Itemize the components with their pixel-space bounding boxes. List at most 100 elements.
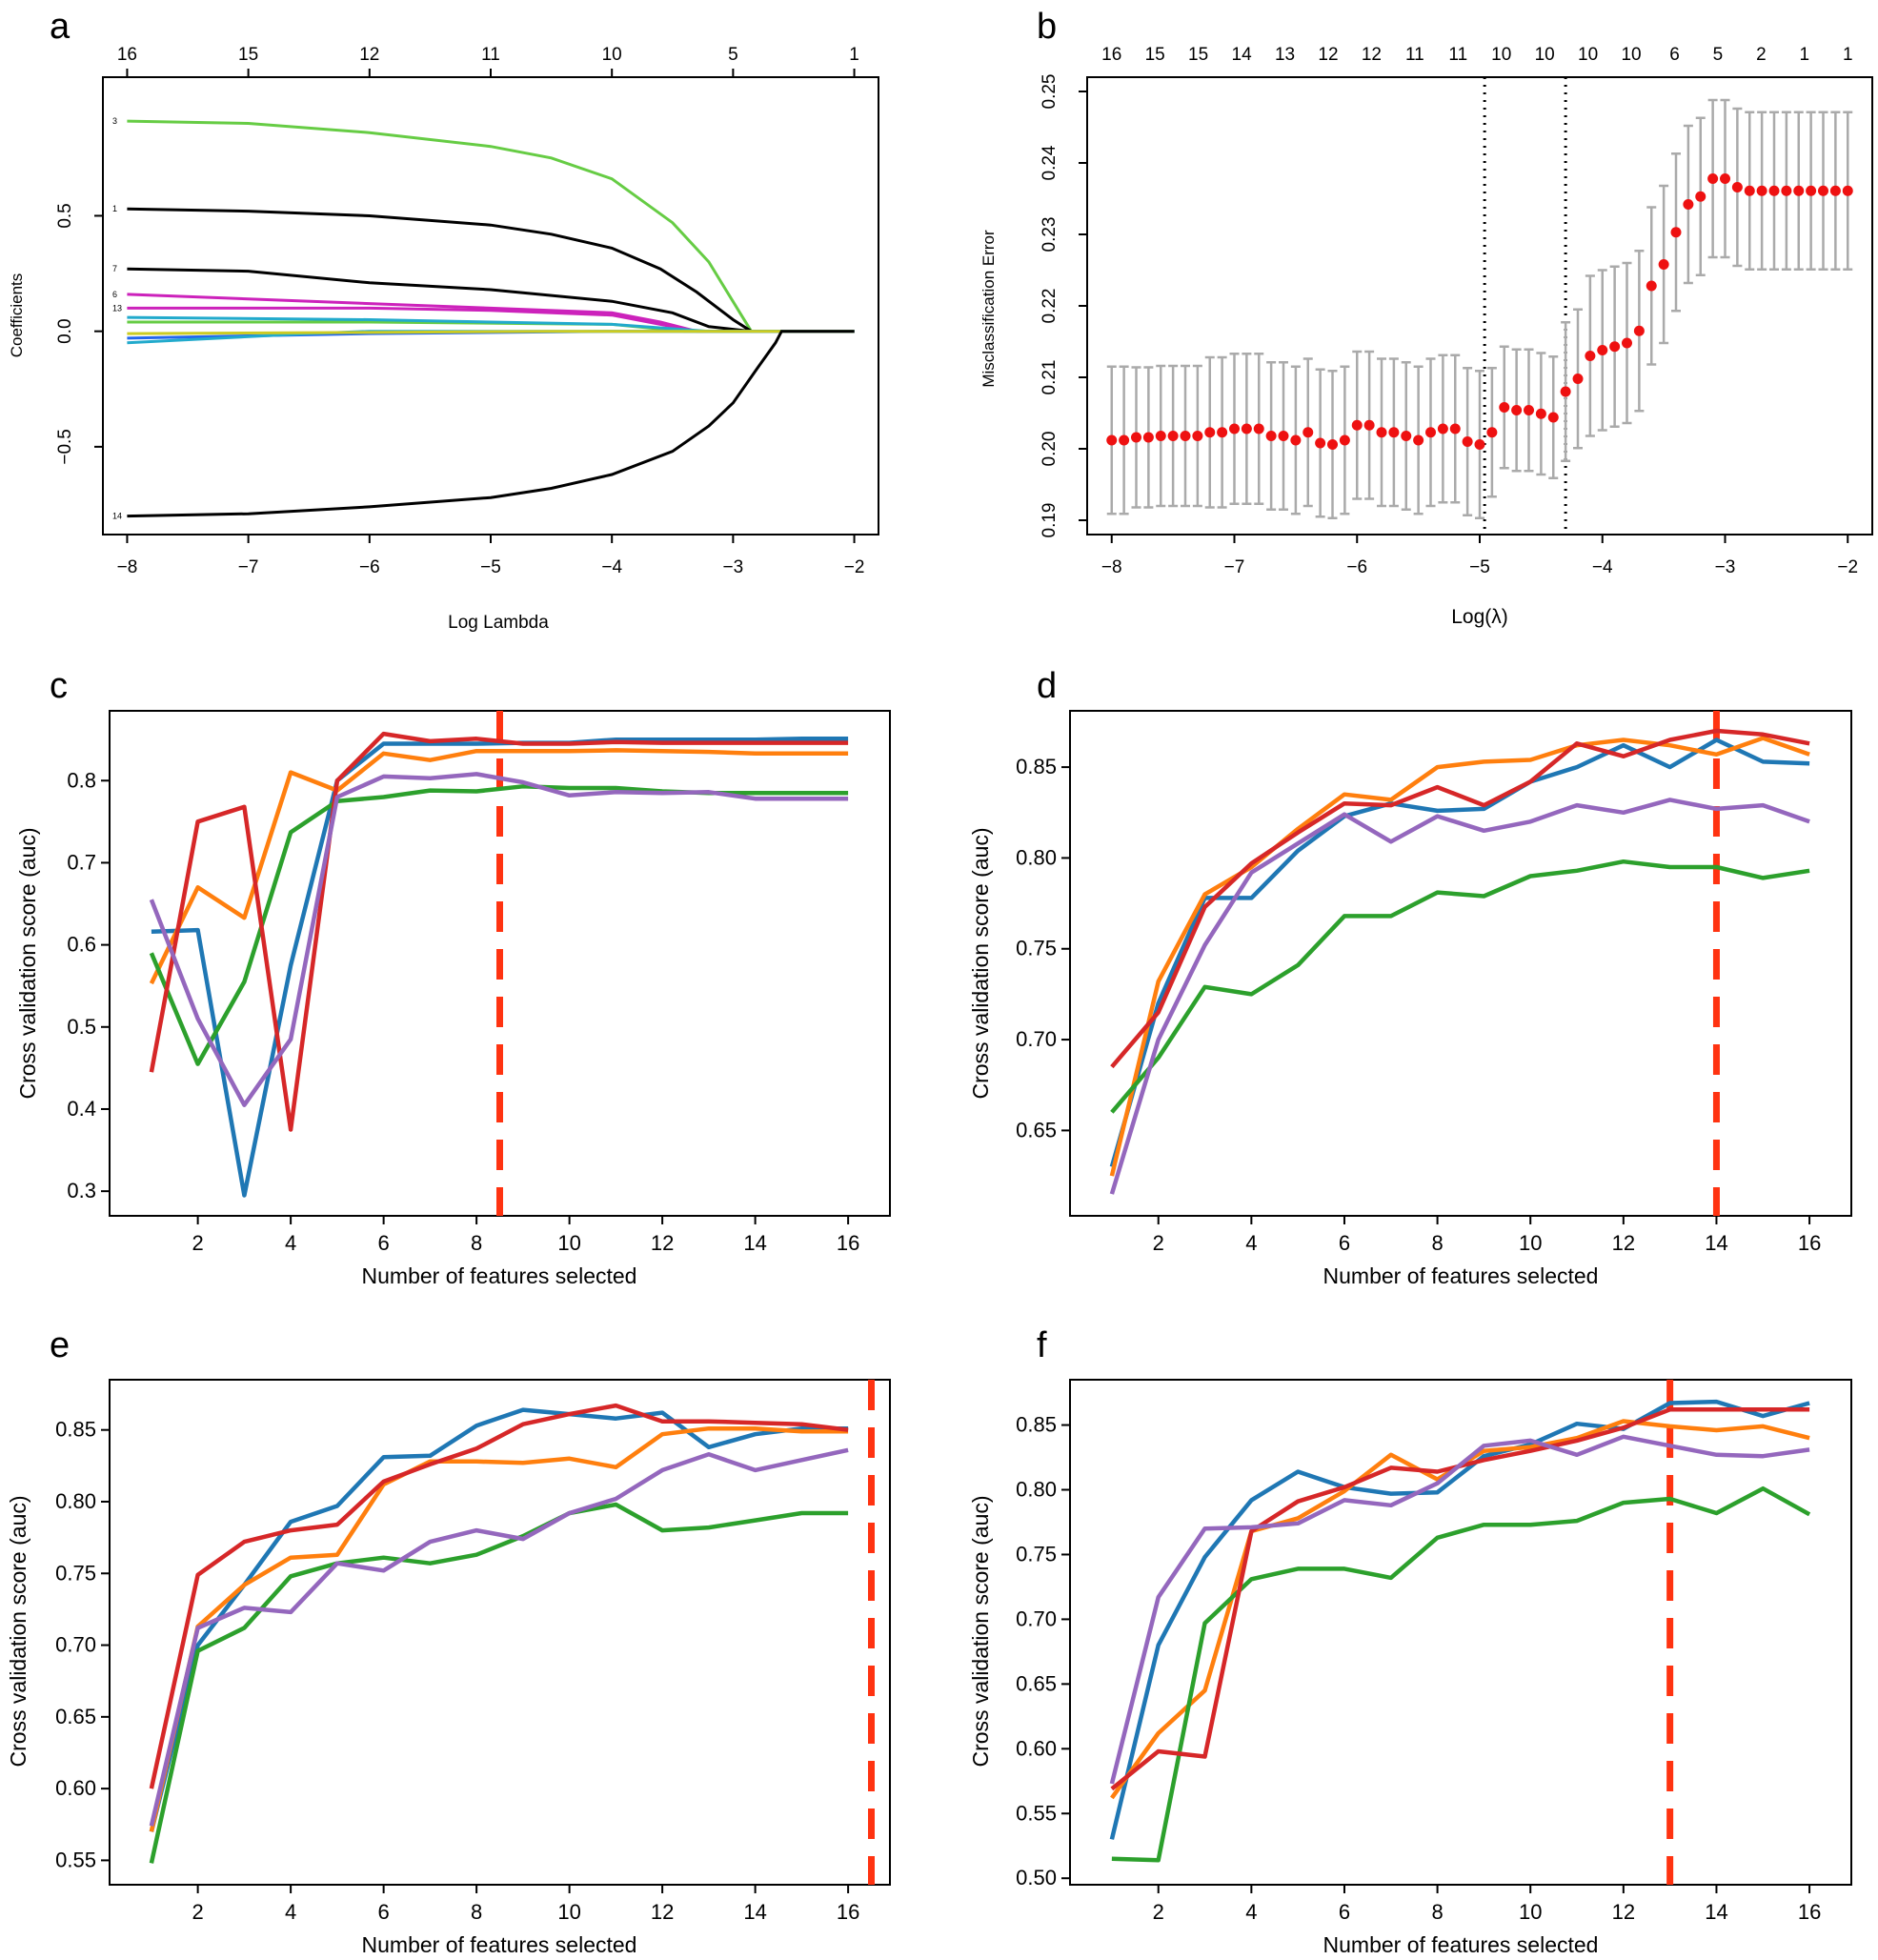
y-tick-label: 0.0 (55, 318, 75, 343)
y-tick-label: 0.20 (1040, 432, 1060, 467)
error-point (1401, 431, 1412, 441)
top-tick-label: 12 (359, 45, 379, 65)
x-tick-label: 16 (1798, 1231, 1821, 1255)
y-tick-label: 0.80 (1016, 1478, 1057, 1502)
top-tick-label: 1 (1800, 45, 1810, 65)
coefficient-path (127, 207, 855, 333)
x-tick-label: 14 (1705, 1231, 1727, 1255)
error-point (1768, 185, 1780, 196)
error-point (1265, 431, 1277, 441)
panel-a: a 3 1 7 6 13 14 −8 −7 −6 −5 −4 −3 −2 −0.5 0.0 0.5 16 1… (8, 7, 879, 633)
x-tick-label: −8 (117, 557, 138, 577)
error-point (1707, 173, 1719, 184)
cv-score-line-green (1110, 859, 1810, 1114)
error-point (1425, 427, 1436, 438)
x-tick-label: −7 (238, 557, 259, 577)
y-tick-label: 0.24 (1040, 145, 1060, 180)
cv-score-line-orange (149, 748, 849, 985)
x-tick-label: −6 (1346, 557, 1367, 577)
path-label: 1 (112, 204, 117, 213)
plot-frame (1069, 1379, 1852, 1886)
cv-score-line-red (149, 1403, 849, 1789)
top-tick-label: 10 (1621, 45, 1641, 65)
coefficient-path (127, 330, 855, 335)
error-point (1670, 227, 1682, 238)
path-label: 3 (112, 116, 117, 126)
y-tick-label: 0.5 (55, 203, 75, 228)
x-tick-label: 12 (651, 1900, 674, 1924)
x-tick-label: −2 (1837, 557, 1858, 577)
x-axis-label: Number of features selected (1323, 1263, 1599, 1288)
error-point (1499, 402, 1510, 413)
x-tick-label: 6 (1339, 1231, 1350, 1255)
error-point (1731, 182, 1743, 192)
x-tick-label: −4 (1592, 557, 1613, 577)
error-point (1142, 432, 1154, 443)
error-point (1829, 185, 1841, 196)
y-axis-label: Misclassification Error (979, 230, 998, 388)
top-tick-label: 12 (1318, 45, 1338, 65)
error-point (1511, 405, 1523, 415)
y-tick-label: 0.6 (67, 933, 96, 957)
cv-score-line-green (149, 784, 849, 1066)
error-point (1622, 337, 1632, 349)
y-tick-label: 0.60 (1016, 1736, 1057, 1760)
cv-score-line-orange (149, 1425, 849, 1832)
x-tick-label: 2 (192, 1231, 204, 1255)
panel-letter: f (1037, 1325, 1047, 1365)
error-point (1486, 427, 1498, 438)
x-tick-label: −5 (480, 557, 501, 577)
panel-letter: a (50, 7, 71, 47)
coefficient-path (127, 267, 855, 333)
y-tick-label: 0.8 (67, 768, 96, 792)
error-point (1217, 427, 1228, 438)
top-tick-label: 15 (238, 45, 258, 65)
x-tick-label: 4 (1245, 1231, 1257, 1255)
y-tick-label: 0.85 (1016, 1413, 1057, 1437)
x-tick-label: 2 (1153, 1231, 1164, 1255)
error-point (1818, 185, 1828, 196)
error-point (1278, 431, 1289, 441)
y-tick-label: 0.80 (55, 1489, 96, 1513)
error-point (1806, 185, 1817, 196)
error-point (1315, 437, 1326, 449)
y-tick-label: 0.70 (1016, 1027, 1057, 1051)
error-point (1131, 432, 1141, 443)
y-axis-label: Cross validation score (auc) (968, 827, 993, 1099)
x-axis-label: Number of features selected (362, 1263, 637, 1288)
cv-score-line-green (149, 1502, 849, 1864)
error-point (1462, 436, 1473, 447)
y-tick-label: 0.7 (67, 850, 96, 874)
panel-d: d 2 4 6 8 10 12 14 16 0.65 0.70 0.75 0.80 0.85 Numb… (968, 666, 1852, 1288)
error-point (1229, 423, 1240, 434)
x-tick-label: 10 (557, 1231, 580, 1255)
cv-score-line-purple (149, 772, 849, 1107)
x-tick-label: 12 (651, 1231, 674, 1255)
y-tick-label: 0.85 (55, 1418, 96, 1442)
x-tick-label: −4 (601, 557, 622, 577)
y-tick-label: 0.70 (55, 1633, 96, 1657)
top-tick-label: 12 (1362, 45, 1382, 65)
y-tick-label: 0.55 (55, 1848, 96, 1871)
cv-score-line-purple (149, 1447, 849, 1827)
cv-score-line-orange (1109, 736, 1810, 1177)
cv-score-line-red (149, 731, 849, 1132)
error-point (1585, 351, 1596, 361)
cv-score-line-green (1111, 1485, 1811, 1863)
y-tick-label: 0.85 (1016, 755, 1057, 778)
coefficient-path (127, 119, 855, 333)
x-tick-label: 8 (471, 1900, 482, 1924)
cv-score-line-blue (1109, 738, 1810, 1168)
error-point (1720, 173, 1730, 184)
error-point (1756, 185, 1767, 196)
error-point (1695, 191, 1706, 202)
plot-frame (1069, 710, 1852, 1217)
error-point (1167, 431, 1179, 441)
top-tick-label: 11 (1405, 45, 1424, 65)
error-point (1658, 259, 1669, 270)
x-tick-label: 16 (837, 1231, 859, 1255)
y-axis-label: Cross validation score (auc) (968, 1495, 993, 1767)
y-tick-label: 0.75 (1016, 937, 1057, 960)
y-tick-label: 0.25 (1040, 74, 1060, 110)
panel-letter: b (1037, 7, 1057, 47)
